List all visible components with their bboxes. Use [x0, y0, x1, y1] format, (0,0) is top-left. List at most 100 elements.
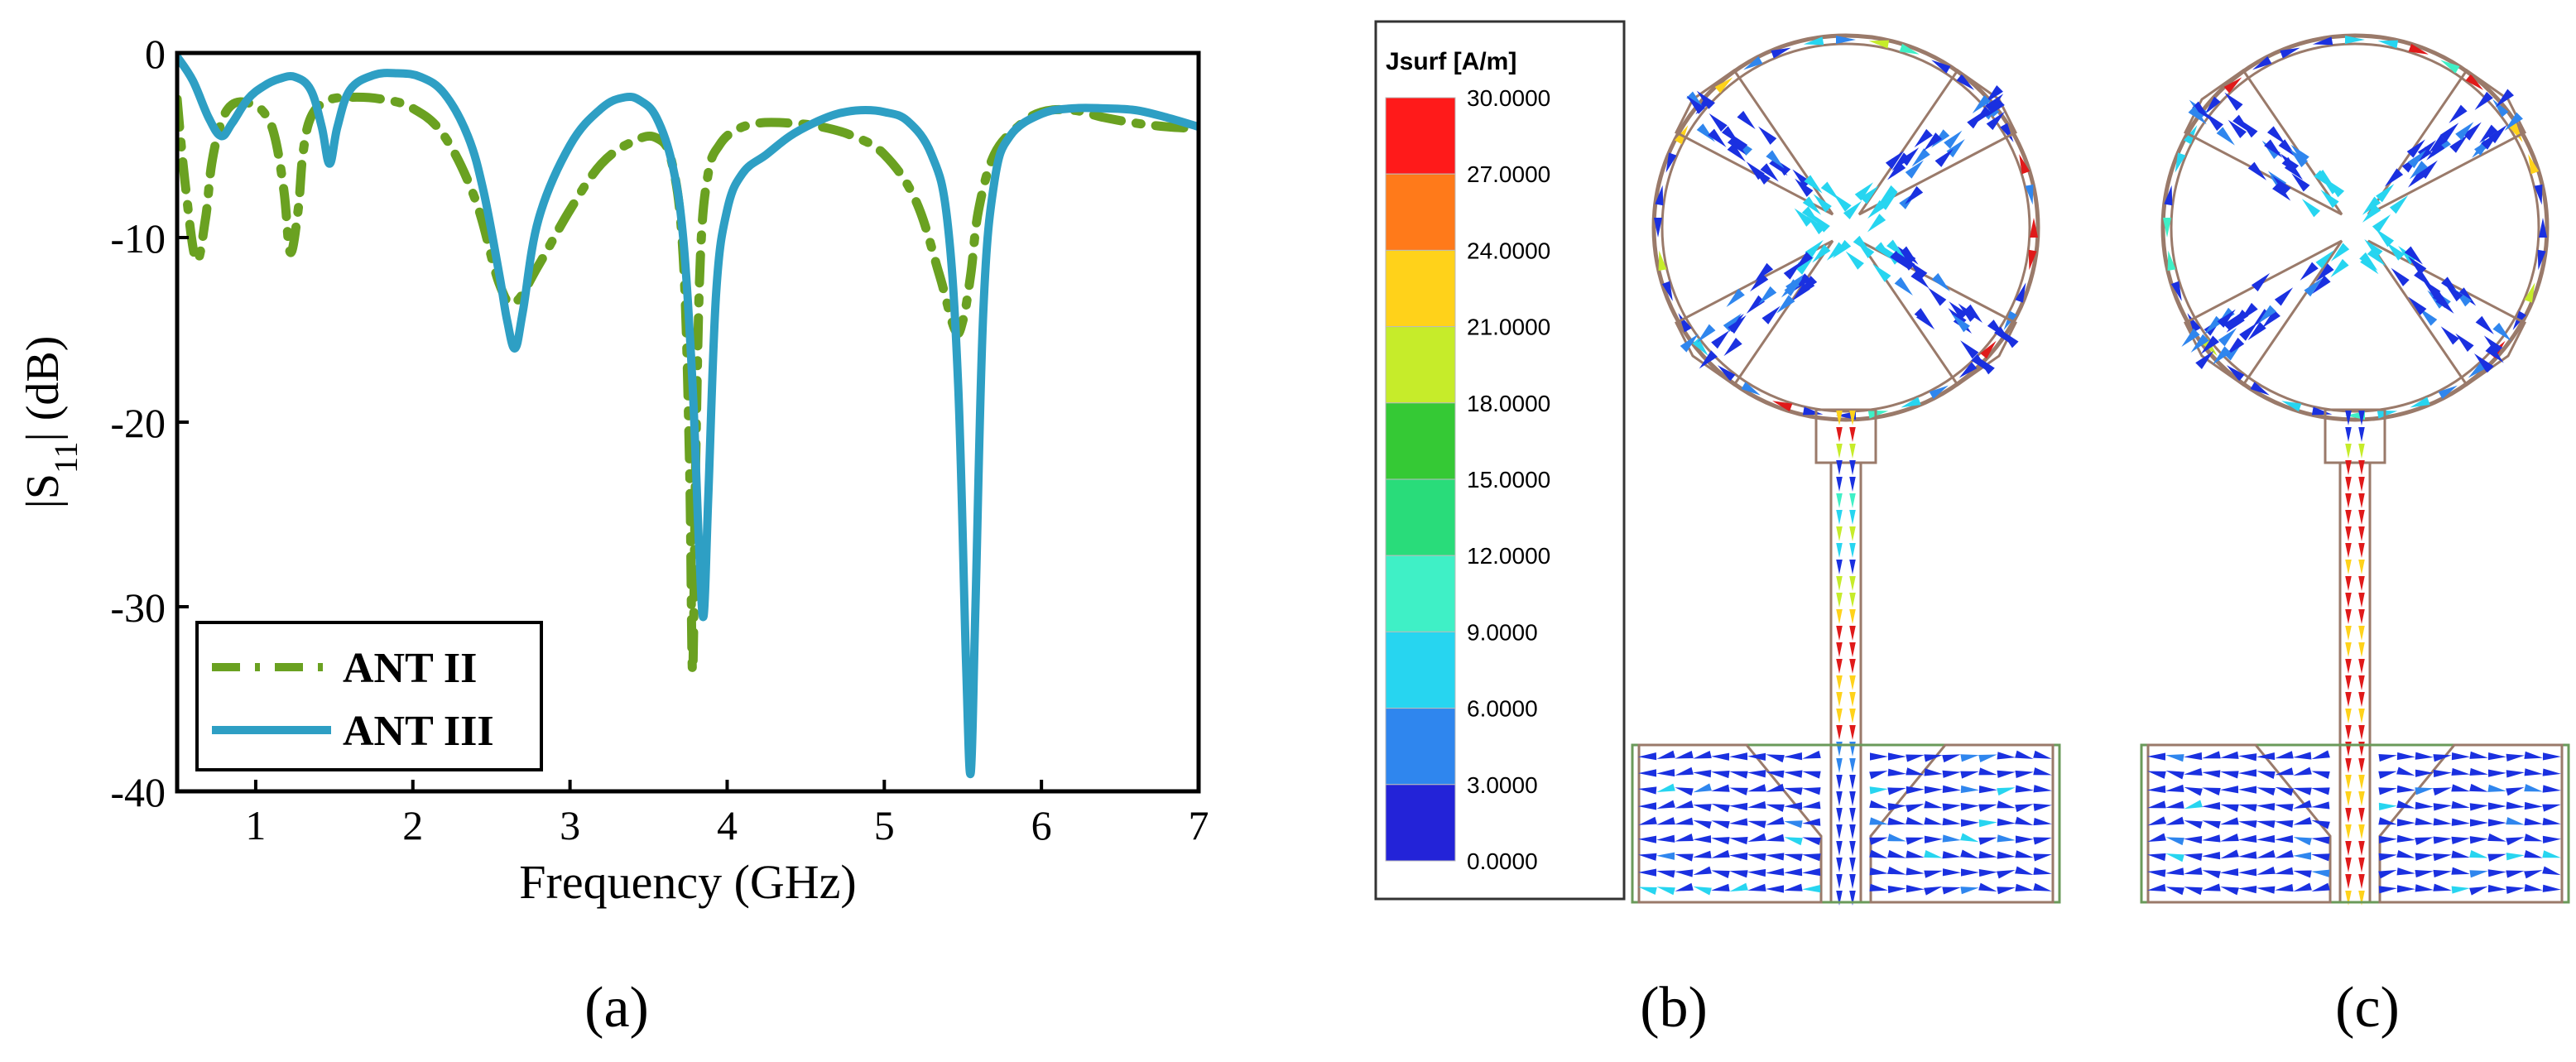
current-arrow — [2220, 751, 2239, 759]
current-arrow — [1665, 152, 1677, 173]
current-arrow — [2542, 817, 2561, 826]
current-arrow — [1656, 870, 1675, 878]
current-arrow — [1869, 752, 1888, 761]
current-arrow — [2195, 350, 2214, 369]
current-arrow — [2358, 444, 2365, 459]
current-arrow — [1984, 84, 2003, 104]
current-arrow — [1680, 334, 1699, 353]
current-arrow — [1729, 852, 1748, 861]
current-arrow — [2419, 160, 2438, 180]
current-arrow — [2506, 770, 2525, 778]
current-arrow — [1849, 609, 1856, 624]
current-arrow — [2247, 321, 2266, 341]
current-arrow — [1747, 784, 1766, 792]
current-arrow — [2220, 868, 2239, 877]
current-arrow — [2184, 786, 2203, 796]
current-arrow — [2475, 353, 2494, 373]
current-arrow — [2165, 800, 2184, 809]
current-arrow — [1931, 60, 1951, 74]
current-arrow — [1886, 239, 1906, 258]
current-arrow — [1747, 853, 1766, 862]
colorbar-ticks: 30.0000 27.0000 24.0000 21.0000 18.0000 15.00… — [1467, 85, 1550, 874]
current-arrow — [2345, 427, 2352, 442]
current-arrow — [1960, 802, 1979, 811]
current-arrow — [1766, 816, 1785, 825]
current-arrow — [1997, 887, 2016, 895]
current-arrow — [2256, 886, 2276, 894]
current-arrow — [2033, 882, 2052, 891]
current-arrow — [2455, 333, 2474, 353]
colorbar-tick-label: 21.0000 — [1467, 315, 1550, 340]
current-arrow — [1693, 750, 1712, 759]
current-arrow — [2345, 444, 2352, 459]
current-arrow — [2410, 396, 2430, 408]
current-arrow — [2345, 543, 2352, 558]
current-arrow — [2184, 800, 2203, 810]
current-arrow — [1836, 709, 1843, 723]
current-arrow — [2487, 884, 2506, 893]
current-arrow — [2415, 752, 2434, 760]
current-arrow — [2542, 768, 2561, 776]
current-arrow — [1942, 851, 1961, 859]
current-arrow — [1711, 883, 1730, 891]
current-arrow — [1638, 887, 1657, 895]
current-arrow — [2396, 785, 2415, 793]
current-arrow — [1638, 802, 1657, 810]
current-arrow — [2506, 870, 2525, 878]
current-arrow — [2015, 785, 2034, 793]
current-arrow — [1987, 320, 2006, 339]
current-arrow — [2408, 43, 2429, 55]
current-arrow — [2345, 659, 2352, 674]
current-arrow — [2376, 184, 2395, 203]
current-arrow — [1849, 891, 1856, 906]
current-arrow — [2033, 785, 2052, 793]
current-arrow — [1942, 770, 1961, 778]
current-arrow — [2538, 218, 2548, 238]
current-arrow — [1728, 132, 1748, 151]
current-arrow — [2033, 817, 2052, 826]
current-arrow — [1771, 47, 1791, 59]
current-arrow — [2238, 786, 2257, 794]
current-arrow — [1849, 576, 1856, 591]
current-arrow — [1675, 817, 1694, 825]
current-arrow — [1854, 182, 1873, 201]
y-tick-label: 0 — [145, 31, 166, 77]
current-arrow — [2293, 816, 2312, 825]
current-arrow — [2289, 148, 2309, 168]
current-arrow — [1711, 770, 1730, 779]
current-arrow — [2202, 787, 2221, 795]
current-arrow — [1942, 868, 1961, 877]
current-arrow — [2170, 281, 2182, 301]
current-arrow — [2202, 751, 2221, 759]
current-arrow — [1638, 752, 1657, 761]
current-arrow — [1867, 410, 1889, 419]
current-arrow — [1675, 800, 1694, 809]
current-arrow — [1904, 185, 1924, 205]
current-arrow — [1675, 853, 1694, 862]
current-arrow — [2487, 869, 2506, 877]
current-arrow — [1980, 340, 1997, 359]
colorbar-tick-label: 27.0000 — [1467, 161, 1550, 187]
current-arrow — [1869, 883, 1888, 891]
current-arrow — [2409, 161, 2429, 180]
current-arrow — [2415, 853, 2434, 861]
current-arrow — [1923, 132, 1942, 151]
current-arrow — [1675, 751, 1694, 759]
current-arrow — [2345, 626, 2352, 641]
current-arrow — [2469, 836, 2488, 844]
current-arrow — [1836, 510, 1843, 525]
current-arrow — [2384, 168, 2404, 187]
current-arrow — [1693, 804, 1712, 812]
current-arrow — [1693, 866, 1712, 875]
current-arrow — [2469, 767, 2488, 776]
current-arrow — [2487, 833, 2506, 842]
current-arrow — [2188, 106, 2207, 125]
current-arrow — [1942, 887, 1961, 895]
current-arrow — [1894, 276, 1913, 296]
colorbar-cell — [1385, 173, 1456, 251]
current-arrow — [1792, 169, 1811, 188]
current-arrow — [1729, 818, 1748, 826]
current-arrow — [1960, 833, 1979, 843]
current-arrow — [1906, 816, 1925, 825]
current-arrow — [2184, 853, 2203, 862]
